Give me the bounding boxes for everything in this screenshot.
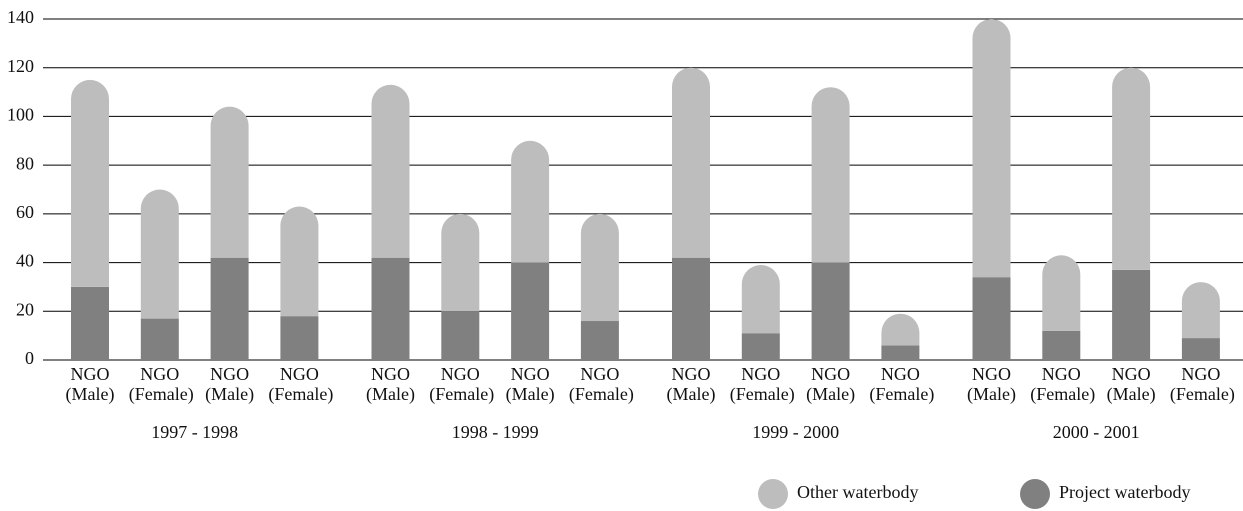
bar-segment bbox=[972, 277, 1011, 360]
x-tick-label: NGO (Male) bbox=[65, 364, 115, 404]
x-tick-label: NGO (Female) bbox=[429, 364, 495, 404]
x-tick-label: NGO (Male) bbox=[366, 364, 415, 404]
bar-segment bbox=[1042, 330, 1081, 360]
bar-segment bbox=[71, 79, 109, 287]
bar-segment bbox=[371, 84, 410, 258]
bar-segment bbox=[71, 286, 109, 360]
bar-segment bbox=[580, 213, 619, 322]
legend-swatch bbox=[1020, 479, 1050, 509]
x-tick-label: NGO (Female) bbox=[128, 364, 194, 404]
bar-segment bbox=[1181, 338, 1220, 360]
bar-segment bbox=[441, 213, 480, 312]
bar-segment bbox=[811, 87, 850, 263]
group-label: 1997 - 1998 bbox=[151, 422, 238, 442]
y-tick-label: 100 bbox=[7, 105, 34, 125]
bar-segment bbox=[210, 257, 249, 360]
group-label: 2000 - 2001 bbox=[1053, 422, 1140, 442]
legend-label: Project waterbody bbox=[1059, 482, 1190, 502]
bar-segment bbox=[1112, 67, 1151, 270]
bar-segment bbox=[972, 19, 1011, 278]
bar-segment bbox=[1112, 269, 1151, 360]
bar-segment bbox=[741, 265, 780, 334]
bar-segment bbox=[811, 262, 850, 360]
bar-segment bbox=[881, 313, 920, 346]
bar-segment bbox=[511, 262, 550, 360]
bar-segment bbox=[672, 67, 710, 258]
x-tick-label: NGO (Male) bbox=[205, 364, 255, 404]
bar-segment bbox=[1042, 255, 1081, 331]
bar-segment bbox=[881, 345, 920, 360]
x-tick-label: NGO (Male) bbox=[967, 364, 1016, 404]
x-tick-label: NGO (Female) bbox=[268, 364, 334, 404]
y-tick-label: 140 bbox=[7, 7, 34, 27]
x-tick-label: NGO (Female) bbox=[869, 364, 935, 404]
legend-swatch bbox=[758, 479, 788, 509]
group-label: 1999 - 2000 bbox=[752, 422, 839, 442]
bar-segment bbox=[280, 206, 319, 317]
x-tick-label: NGO (Male) bbox=[666, 364, 716, 404]
x-tick-label: NGO (Female) bbox=[1169, 364, 1235, 404]
bar-segment bbox=[371, 257, 410, 360]
x-tick-label: NGO (Female) bbox=[568, 364, 634, 404]
x-tick-label: NGO (Male) bbox=[1106, 364, 1156, 404]
bar-segment bbox=[140, 318, 179, 360]
y-tick-label: 80 bbox=[16, 153, 34, 173]
bar-segment bbox=[511, 140, 550, 263]
bar-segment bbox=[1181, 282, 1220, 339]
y-tick-label: 60 bbox=[16, 202, 34, 222]
legend-label: Other waterbody bbox=[797, 482, 918, 502]
bar-segment bbox=[140, 189, 179, 319]
y-tick-label: 40 bbox=[16, 251, 34, 271]
bar-segment bbox=[580, 321, 619, 360]
bar-segment bbox=[441, 311, 480, 360]
bar-segment bbox=[210, 106, 249, 258]
y-tick-label: 20 bbox=[16, 299, 34, 319]
bar-segment bbox=[672, 257, 710, 360]
y-tick-label: 0 bbox=[25, 348, 34, 368]
group-label: 1998 - 1999 bbox=[452, 422, 539, 442]
y-tick-label: 120 bbox=[7, 56, 34, 76]
bar-segment bbox=[741, 333, 780, 360]
x-tick-label: NGO (Female) bbox=[1030, 364, 1096, 404]
bar-segment bbox=[280, 316, 319, 360]
x-tick-label: NGO (Male) bbox=[505, 364, 555, 404]
x-tick-label: NGO (Male) bbox=[806, 364, 856, 404]
x-tick-label: NGO (Female) bbox=[729, 364, 795, 404]
